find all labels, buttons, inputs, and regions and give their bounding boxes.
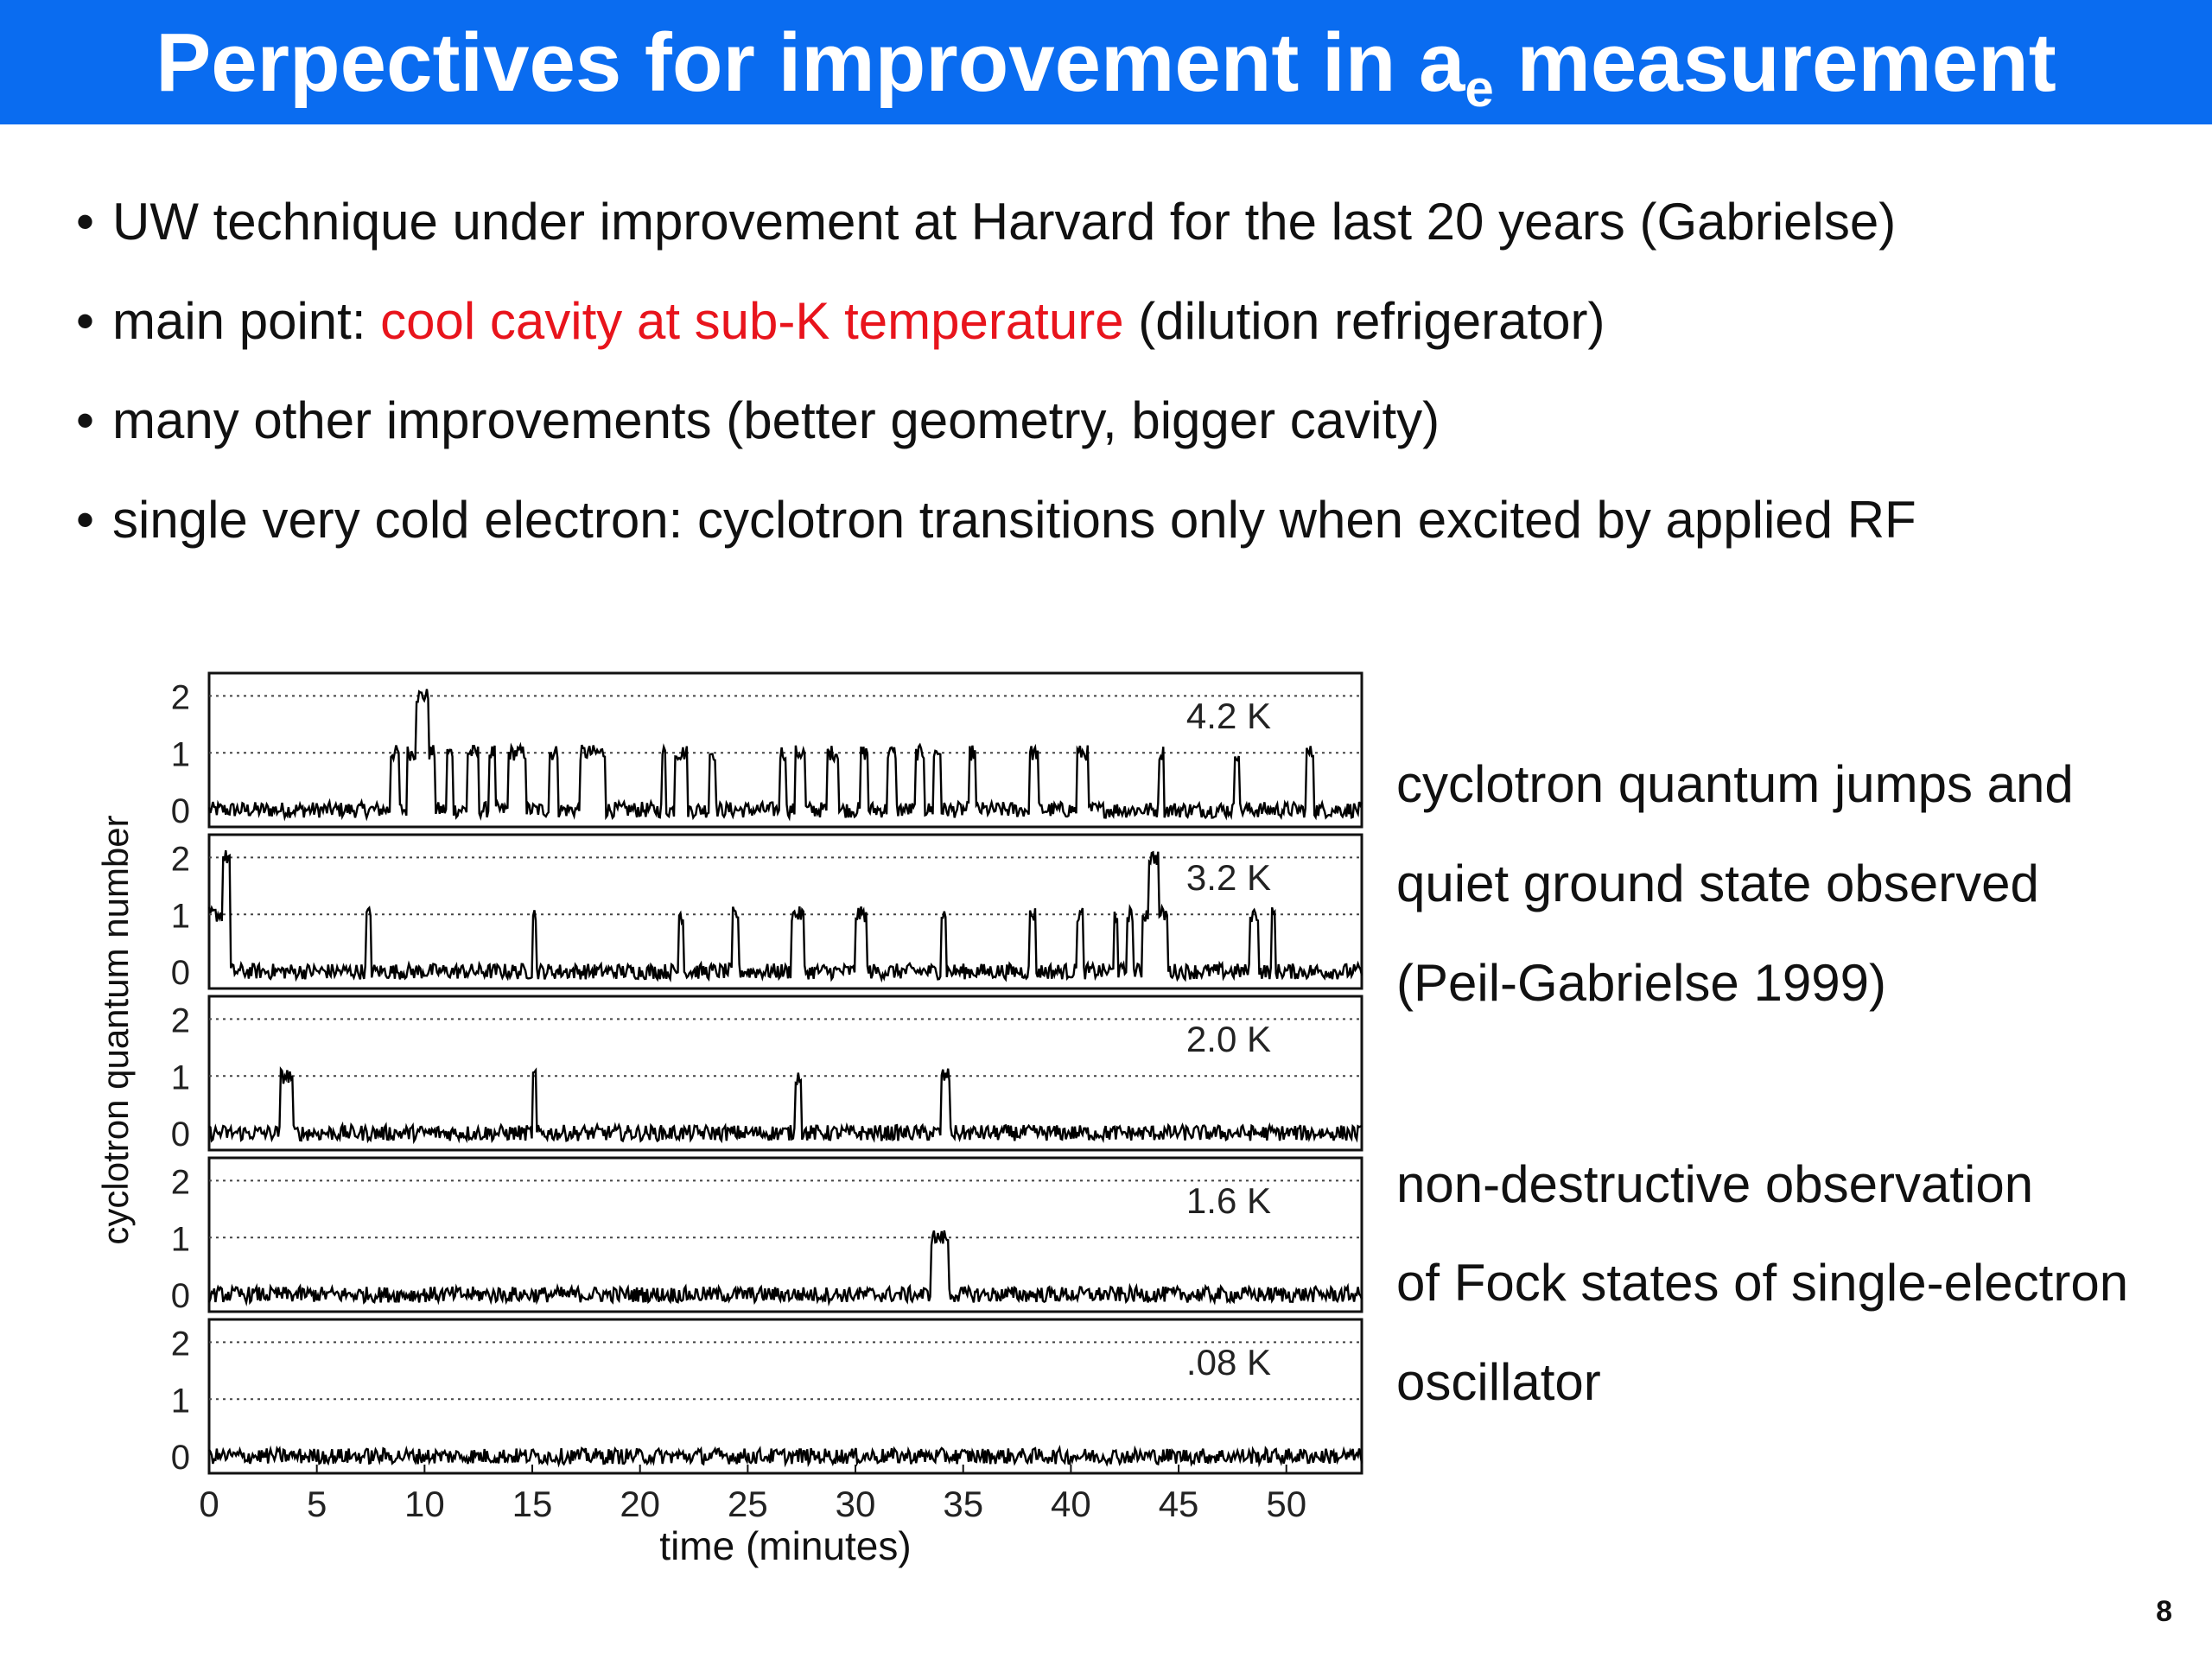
y-tick-label: 2 bbox=[171, 840, 190, 878]
bullet-dot: • bbox=[76, 491, 95, 549]
title-subscript: e bbox=[1465, 60, 1494, 118]
bullet-item: • main point: cool cavity at sub-K temper… bbox=[76, 291, 2184, 391]
y-tick-label: 0 bbox=[171, 954, 190, 992]
caption-line: cyclotron quantum jumps and bbox=[1396, 755, 2074, 813]
bullet-dot: • bbox=[76, 193, 95, 251]
temperature-label: 4.2 K bbox=[1186, 696, 1271, 736]
x-axis-label: time (minutes) bbox=[659, 1523, 911, 1568]
y-tick-label: 1 bbox=[171, 1058, 190, 1096]
quantum-jump-chart: cyclotron quantum number time (minutes) … bbox=[95, 671, 1363, 1568]
y-tick-label: 1 bbox=[171, 735, 190, 773]
bullet-text-post: (dilution refrigerator) bbox=[1123, 292, 1605, 350]
caption-line: quiet ground state observed bbox=[1396, 855, 2039, 912]
panel-frame bbox=[207, 995, 1363, 1152]
bullet-item: • single very cold electron: cyclotron tr… bbox=[76, 490, 2184, 589]
page-number: 8 bbox=[2156, 1595, 2172, 1628]
panel-frame bbox=[207, 1156, 1363, 1313]
title-bar bbox=[0, 0, 2212, 124]
bullet-text: single very cold electron: cyclotron tra… bbox=[112, 491, 1916, 549]
temperature-label: 3.2 K bbox=[1186, 857, 1271, 898]
y-tick-label: 2 bbox=[171, 1163, 190, 1201]
bullet-item: • many other improvements (better geometr… bbox=[76, 391, 2184, 490]
x-tick-label: 0 bbox=[199, 1484, 219, 1524]
x-tick-label: 20 bbox=[620, 1484, 660, 1524]
caption-line: non-destructive observation bbox=[1396, 1155, 2034, 1213]
bullet-dot: • bbox=[76, 292, 95, 350]
panel-frame bbox=[207, 1318, 1363, 1475]
y-tick-label: 2 bbox=[171, 1001, 190, 1039]
y-tick-label: 0 bbox=[171, 1277, 190, 1315]
y-tick-label: 0 bbox=[171, 1439, 190, 1477]
bullet-text: many other improvements (better geometry… bbox=[112, 391, 1440, 449]
temperature-label: .08 K bbox=[1186, 1342, 1271, 1382]
y-tick-label: 0 bbox=[171, 1116, 190, 1154]
y-axis-label: cyclotron quantum number bbox=[95, 815, 136, 1244]
panel-frame bbox=[207, 833, 1363, 990]
caption-line: oscillator bbox=[1396, 1353, 1601, 1411]
temperature-label: 2.0 K bbox=[1186, 1019, 1271, 1059]
caption-line: of Fock states of single-electron bbox=[1396, 1254, 2129, 1312]
quantum-number-trace bbox=[207, 850, 1363, 983]
bullet-item: • UW technique under improvement at Harva… bbox=[76, 192, 2184, 291]
title-main: Perpectives for improvement in a bbox=[156, 16, 1465, 109]
panel-frame bbox=[207, 671, 1363, 829]
quantum-number-trace bbox=[207, 689, 1363, 822]
y-tick-label: 1 bbox=[171, 897, 190, 935]
y-tick-label: 0 bbox=[171, 792, 190, 830]
slide-title: Perpectives for improvement in ae measur… bbox=[0, 16, 2212, 115]
x-tick-label: 35 bbox=[943, 1484, 983, 1524]
quantum-number-trace bbox=[207, 1230, 1363, 1307]
x-tick-label: 15 bbox=[512, 1484, 553, 1524]
title-end: measurement bbox=[1493, 16, 2056, 109]
temperature-label: 1.6 K bbox=[1186, 1180, 1271, 1221]
x-tick-label: 50 bbox=[1266, 1484, 1306, 1524]
y-tick-label: 2 bbox=[171, 678, 190, 716]
bullet-text-pre: main point: bbox=[112, 292, 381, 350]
x-tick-label: 10 bbox=[404, 1484, 445, 1524]
y-tick-label: 2 bbox=[171, 1325, 190, 1363]
x-tick-label: 5 bbox=[307, 1484, 327, 1524]
bullet-dot: • bbox=[76, 391, 95, 449]
y-tick-label: 1 bbox=[171, 1220, 190, 1258]
bullet-highlight: cool cavity at sub-K temperature bbox=[380, 292, 1124, 350]
y-tick-label: 1 bbox=[171, 1382, 190, 1420]
bullet-list: • UW technique under improvement at Harva… bbox=[76, 192, 2184, 589]
caption-line: (Peil-Gabrielse 1999) bbox=[1396, 954, 1886, 1012]
bullet-text: UW technique under improvement at Harvar… bbox=[112, 193, 1897, 251]
x-tick-label: 25 bbox=[728, 1484, 768, 1524]
x-tick-label: 30 bbox=[836, 1484, 876, 1524]
x-tick-label: 40 bbox=[1051, 1484, 1091, 1524]
x-tick-label: 45 bbox=[1159, 1484, 1199, 1524]
quantum-number-trace bbox=[207, 1444, 1363, 1468]
quantum-number-trace bbox=[208, 1066, 1363, 1145]
